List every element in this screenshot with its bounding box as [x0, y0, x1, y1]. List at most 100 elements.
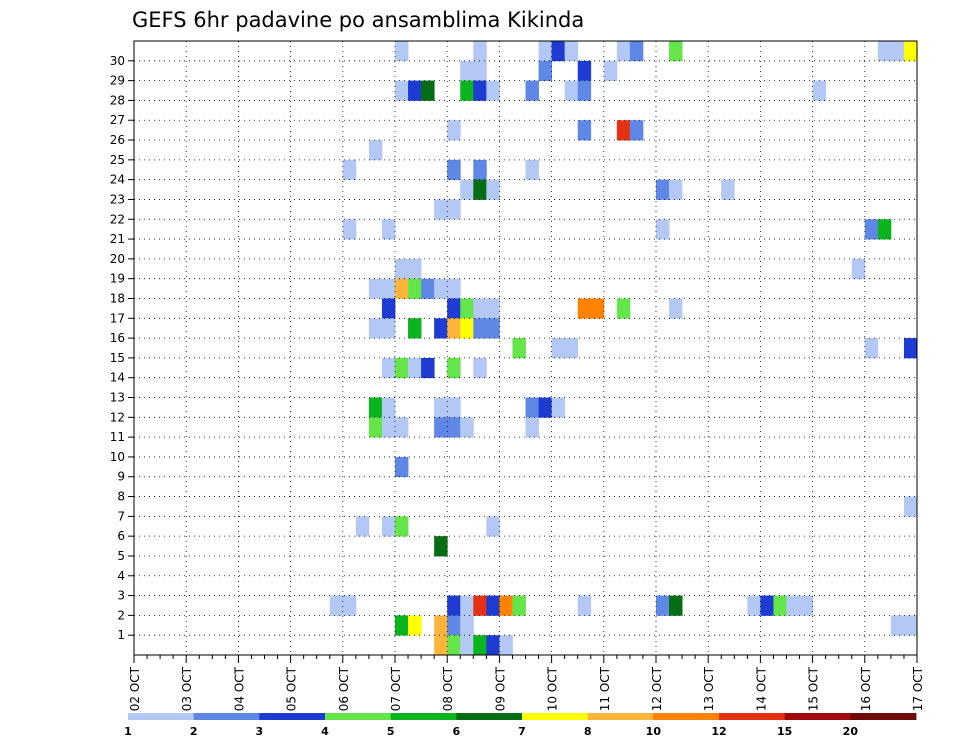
heatmap-cell	[434, 536, 448, 557]
heatmap-cell	[460, 417, 474, 438]
heatmap-cell	[447, 595, 461, 616]
heatmap-cell	[473, 635, 487, 656]
heatmap-cell	[447, 615, 461, 636]
x-tick-label: 02 OCT	[128, 666, 142, 711]
heatmap-cell	[656, 595, 670, 616]
heatmap-cell	[538, 60, 552, 82]
heatmap-cell	[786, 595, 800, 616]
heatmap-cell	[408, 318, 422, 339]
heatmap-cell	[421, 278, 435, 299]
y-axis: 1234567891011121314151617181920212223242…	[110, 54, 134, 642]
heatmap-cell	[408, 357, 422, 379]
heatmap-cell	[656, 179, 670, 200]
heatmap-cell	[616, 120, 631, 141]
heatmap-cell	[525, 80, 539, 101]
heatmap-cell	[616, 298, 631, 319]
chart-title: GEFS 6hr padavine po ansamblima Kikinda	[132, 8, 584, 32]
heatmap-cell	[486, 318, 500, 339]
legend-label: 15	[777, 725, 792, 738]
heatmap-cell	[434, 615, 448, 636]
y-tick-label: 25	[110, 153, 125, 167]
heatmap-cell	[368, 318, 383, 339]
legend-swatch	[719, 713, 786, 720]
heatmap-cell	[486, 179, 500, 200]
heatmap-cell	[669, 41, 683, 62]
heatmap-cell	[342, 219, 357, 240]
heatmap-cell	[473, 80, 487, 101]
heatmap-cell	[473, 41, 487, 62]
heatmap-cell	[395, 615, 409, 636]
heatmap-cell	[903, 41, 918, 62]
heatmap-cell	[447, 397, 461, 418]
heatmap-cell	[368, 417, 383, 438]
heatmap-cell	[773, 595, 787, 616]
y-tick-label: 12	[110, 410, 125, 424]
heatmap-cell	[408, 615, 422, 636]
heatmap-cell	[381, 318, 396, 339]
heatmap-cell	[538, 41, 552, 62]
heatmap-cell	[460, 318, 474, 339]
legend-label: 20	[843, 725, 859, 738]
heatmap-cell	[760, 595, 774, 616]
y-tick-label: 11	[110, 430, 125, 444]
heatmap-cell	[564, 338, 579, 359]
heatmap-cell	[447, 635, 461, 656]
heatmap-cell	[877, 41, 892, 62]
y-tick-label: 9	[117, 470, 125, 484]
heatmap-cell	[525, 417, 539, 438]
heatmap-cell	[486, 80, 500, 101]
heatmap-cell	[564, 80, 579, 101]
heatmap-cell	[447, 199, 461, 220]
heatmap-cell	[460, 179, 474, 200]
heatmap-cell	[342, 595, 357, 616]
legend-label: 4	[321, 725, 329, 738]
x-tick-label: 05 OCT	[285, 666, 299, 711]
heatmap-cell	[460, 60, 474, 82]
legend-swatch	[193, 713, 260, 720]
heatmap-cell	[342, 159, 357, 181]
heatmap-cell	[590, 298, 605, 319]
heatmap-cell	[551, 338, 566, 359]
heatmap-cell	[395, 41, 409, 62]
heatmap-cell	[434, 318, 448, 339]
heatmap-cell	[499, 595, 513, 616]
heatmap-cells	[329, 41, 918, 656]
grid-lines	[134, 41, 917, 655]
heatmap-cell	[434, 635, 448, 656]
heatmap-cell	[577, 298, 592, 319]
heatmap-cell	[395, 516, 409, 537]
heatmap-cell	[473, 595, 487, 616]
heatmap-cell	[864, 338, 879, 359]
heatmap-cell	[381, 417, 396, 438]
heatmap-cell	[890, 615, 905, 636]
heatmap-cell	[460, 298, 474, 319]
heatmap-cell	[473, 318, 487, 339]
heatmap-cell	[721, 179, 735, 200]
y-tick-label: 2	[117, 608, 125, 622]
y-tick-label: 24	[110, 173, 125, 187]
heatmap-cell	[421, 357, 435, 379]
heatmap-cell	[434, 397, 448, 418]
heatmap-cell	[564, 41, 579, 62]
color-legend: 1 2 3 4 5 6 7 8 10 12 15 20	[124, 713, 917, 738]
x-tick-label: 10 OCT	[546, 666, 560, 711]
heatmap-cell	[395, 357, 409, 379]
heatmap-cell	[421, 80, 435, 101]
y-tick-label: 18	[110, 291, 125, 305]
y-tick-label: 27	[110, 113, 125, 127]
y-tick-label: 15	[110, 351, 125, 365]
legend-label: 1	[124, 725, 132, 738]
heatmap-cell	[903, 338, 918, 359]
heatmap-cell	[577, 80, 592, 101]
legend-label: 7	[518, 725, 526, 738]
heatmap-cell	[460, 615, 474, 636]
y-tick-label: 22	[110, 212, 125, 226]
heatmap-cell	[577, 120, 592, 141]
y-tick-label: 29	[110, 74, 125, 88]
x-tick-label: 11 OCT	[598, 666, 612, 711]
heatmap-cell	[368, 397, 383, 418]
heatmap-cell	[408, 80, 422, 101]
heatmap-cell	[447, 298, 461, 319]
x-tick-label: 15 OCT	[807, 666, 821, 711]
